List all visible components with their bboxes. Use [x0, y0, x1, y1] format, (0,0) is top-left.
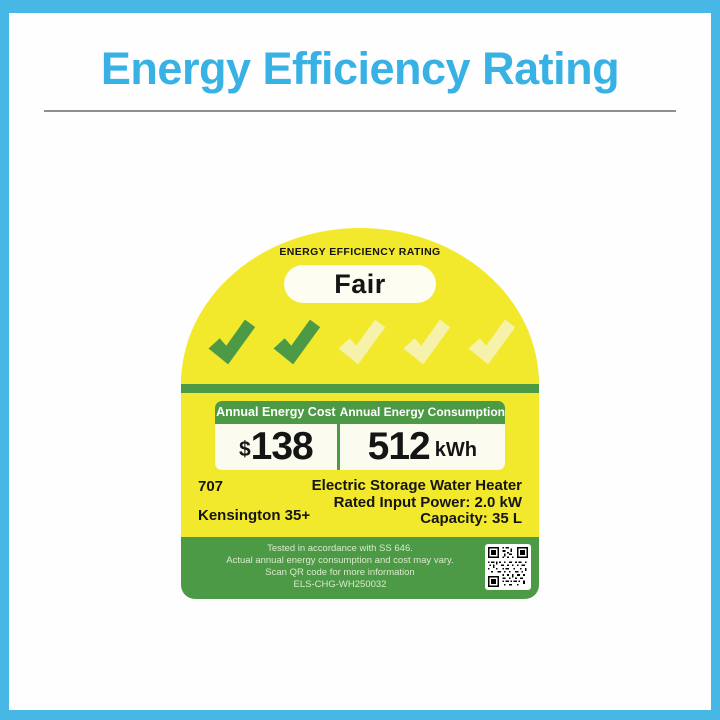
rating-ticks	[181, 314, 539, 370]
footer-line-disclaimer: Actual annual energy consumption and cos…	[226, 554, 454, 566]
label-heading: ENERGY EFFICIENCY RATING	[279, 246, 441, 258]
separator-bar	[181, 384, 539, 393]
title-divider	[44, 110, 676, 112]
qr-code-icon	[485, 543, 531, 590]
consumption-value: 512 kWh	[340, 424, 505, 470]
rated-input-power: Rated Input Power: 2.0 kW	[333, 493, 522, 511]
consumption-amount: 512	[367, 425, 431, 468]
registration-code: ELS-CHG-WH250032	[293, 578, 387, 590]
product-type: Electric Storage Water Heater	[311, 477, 522, 494]
footer-text: Tested in accordance with SS 646. Actual…	[195, 543, 485, 591]
stats-divider	[336, 401, 340, 470]
product-row: 707 Kensington 35+ Electric Storage Wate…	[181, 477, 539, 528]
page-title: Energy Efficiency Rating	[100, 43, 620, 94]
currency-symbol: $	[238, 438, 251, 461]
product-identity: 707 Kensington 35+	[198, 478, 310, 528]
annual-energy-consumption: Annual Energy Consumption 512 kWh	[339, 401, 505, 470]
label-footer: Tested in accordance with SS 646. Actual…	[181, 536, 539, 599]
rating-value: Fair	[334, 268, 386, 299]
footer-line-standard: Tested in accordance with SS 646.	[267, 542, 413, 554]
label-dome: ENERGY EFFICIENCY RATING Fair	[181, 228, 539, 384]
product-model: Kensington 35+	[198, 507, 311, 524]
check-icon-empty	[338, 319, 386, 365]
check-icon-empty	[403, 319, 451, 365]
label-body: Annual Energy Cost $138 Annual Energy Co…	[181, 393, 539, 537]
energy-label: ENERGY EFFICIENCY RATING Fair Annual Ene…	[181, 228, 539, 599]
cost-header: Annual Energy Cost	[215, 401, 337, 424]
annual-energy-cost: Annual Energy Cost $138	[215, 401, 337, 470]
rating-pill: Fair	[284, 265, 436, 303]
product-specs: Electric Storage Water Heater Rated Inpu…	[311, 477, 522, 528]
consumption-unit: kWh	[434, 438, 477, 461]
cost-value: $138	[215, 424, 337, 470]
cost-amount: 138	[250, 425, 314, 468]
capacity: Capacity: 35 L	[420, 510, 522, 527]
product-brand: 707	[198, 478, 224, 495]
stats-box: Annual Energy Cost $138 Annual Energy Co…	[215, 401, 505, 470]
check-icon-filled	[273, 319, 321, 365]
consumption-header: Annual Energy Consumption	[339, 401, 505, 424]
footer-line-qr-hint: Scan QR code for more information	[265, 566, 415, 578]
check-icon-filled	[208, 319, 256, 365]
check-icon-empty	[468, 319, 516, 365]
